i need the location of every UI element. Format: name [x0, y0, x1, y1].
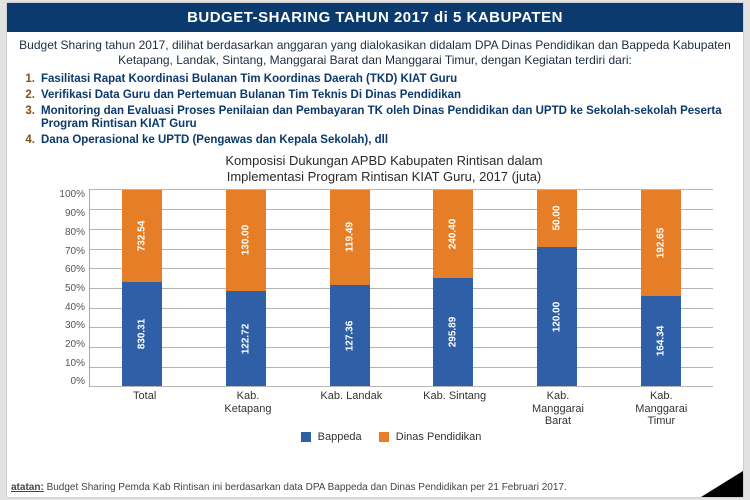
- intro-text: Budget Sharing tahun 2017, dilihat berda…: [7, 32, 743, 70]
- data-label: 127.36: [344, 320, 355, 351]
- list-text: Fasilitasi Rapat Koordinasi Bulanan Tim …: [41, 73, 457, 87]
- y-tick: 50%: [65, 283, 85, 294]
- bar-segment-bappeda: 295.89: [433, 278, 473, 387]
- footnote: atatan: Budget Sharing Pemda Kab Rintisa…: [11, 482, 567, 493]
- x-tick: Kab. Manggarai Barat: [522, 387, 594, 426]
- list-item: 3.Monitoring dan Evaluasi Proses Penilai…: [15, 104, 735, 134]
- data-label: 732.54: [136, 220, 147, 251]
- bar-segment-bappeda: 122.72: [226, 291, 266, 387]
- list-item: 1.Fasilitasi Rapat Koordinasi Bulanan Ti…: [15, 72, 735, 88]
- y-tick: 10%: [65, 358, 85, 369]
- list-number: 1.: [15, 73, 41, 85]
- plot-area: 100% 90% 80% 70% 60% 50% 40% 30% 20% 10% 0% 732.54…: [55, 189, 713, 387]
- data-label: 192.65: [656, 227, 667, 258]
- slide-inner: BUDGET-SHARING TAHUN 2017 di 5 KABUPATEN…: [6, 2, 744, 498]
- chart-container: Komposisi Dukungan APBD Kabupaten Rintis…: [55, 153, 713, 443]
- bar-column: 130.00 122.72: [226, 189, 266, 386]
- list-item: 2.Verifikasi Data Guru dan Pertemuan Bul…: [15, 88, 735, 104]
- y-tick: 80%: [65, 227, 85, 238]
- data-label: 164.34: [656, 326, 667, 357]
- legend: Bappeda Dinas Pendidikan: [55, 427, 713, 443]
- y-tick: 30%: [65, 320, 85, 331]
- x-tick: Kab. Landak: [315, 387, 387, 426]
- bar-segment-dinas: 240.40: [433, 190, 473, 278]
- list-text: Monitoring dan Evaluasi Proses Penilaian…: [41, 105, 735, 133]
- list-number: 2.: [15, 89, 41, 101]
- legend-swatch-bappeda: [301, 432, 311, 442]
- bar-segment-bappeda: 830.31: [122, 282, 162, 387]
- y-tick: 90%: [65, 208, 85, 219]
- y-tick: 70%: [65, 246, 85, 257]
- page-curl-icon: [701, 471, 743, 497]
- list-text: Verifikasi Data Guru dan Pertemuan Bulan…: [41, 89, 461, 103]
- data-label: 240.40: [448, 218, 459, 249]
- data-label: 295.89: [448, 317, 459, 348]
- data-label: 50.00: [552, 206, 563, 231]
- data-label: 119.49: [344, 222, 355, 252]
- footnote-text: Budget Sharing Pemda Kab Rintisan ini be…: [44, 482, 567, 493]
- data-label: 130.00: [240, 225, 251, 256]
- data-label: 120.00: [552, 302, 563, 333]
- data-label: 122.72: [240, 323, 251, 354]
- y-tick: 0%: [71, 376, 85, 387]
- bar-segment-dinas: 732.54: [122, 190, 162, 282]
- list-number: 3.: [15, 105, 41, 117]
- chart-title-line2: Implementasi Program Rintisan KIAT Guru,…: [227, 169, 542, 184]
- bar-column: 192.65 164.34: [641, 189, 681, 386]
- bar-column: 240.40 295.89: [433, 189, 473, 386]
- bar-segment-bappeda: 120.00: [537, 247, 577, 386]
- x-tick: Kab. Sintang: [419, 387, 491, 426]
- gridline: [90, 386, 713, 387]
- list-item: 4.Dana Operasional ke UPTD (Pengawas dan…: [15, 133, 735, 149]
- bar-segment-dinas: 119.49: [330, 190, 370, 285]
- data-label: 830.31: [136, 319, 147, 350]
- list-text: Dana Operasional ke UPTD (Pengawas dan K…: [41, 134, 388, 148]
- y-axis: 100% 90% 80% 70% 60% 50% 40% 30% 20% 10% 0%: [55, 189, 89, 387]
- chart-title: Komposisi Dukungan APBD Kabupaten Rintis…: [55, 153, 713, 190]
- bars-group: 732.54 830.31 130.00 122.72 119.49 127.36 240.…: [90, 189, 713, 386]
- x-tick: Kab. Ketapang: [212, 387, 284, 426]
- bar-segment-bappeda: 164.34: [641, 296, 681, 387]
- y-tick: 100%: [59, 189, 85, 200]
- bar-segment-dinas: 192.65: [641, 190, 681, 296]
- x-tick: Total: [109, 387, 181, 426]
- plot-grid: 732.54 830.31 130.00 122.72 119.49 127.36 240.…: [89, 189, 713, 387]
- bar-segment-bappeda: 127.36: [330, 285, 370, 387]
- legend-label-dinas: Dinas Pendidikan: [396, 431, 482, 443]
- y-tick: 20%: [65, 339, 85, 350]
- y-tick: 60%: [65, 264, 85, 275]
- x-axis: Total Kab. Ketapang Kab. Landak Kab. Sintan…: [93, 387, 713, 426]
- bar-segment-dinas: 50.00: [537, 190, 577, 248]
- slide-root: BUDGET-SHARING TAHUN 2017 di 5 KABUPATEN…: [0, 0, 750, 500]
- x-tick: Kab. Manggarai Timur: [625, 387, 697, 426]
- bar-segment-dinas: 130.00: [226, 190, 266, 291]
- slide-title: BUDGET-SHARING TAHUN 2017 di 5 KABUPATEN: [7, 3, 743, 32]
- chart-title-line1: Komposisi Dukungan APBD Kabupaten Rintis…: [225, 153, 542, 168]
- bar-column: 119.49 127.36: [330, 189, 370, 386]
- y-tick: 40%: [65, 302, 85, 313]
- bar-column: 50.00 120.00: [537, 189, 577, 386]
- legend-label-bappeda: Bappeda: [318, 431, 362, 443]
- footnote-label: atatan:: [11, 482, 44, 493]
- bar-column: 732.54 830.31: [122, 189, 162, 386]
- activity-list: 1.Fasilitasi Rapat Koordinasi Bulanan Ti…: [7, 70, 743, 151]
- list-number: 4.: [15, 134, 41, 146]
- legend-swatch-dinas: [379, 432, 389, 442]
